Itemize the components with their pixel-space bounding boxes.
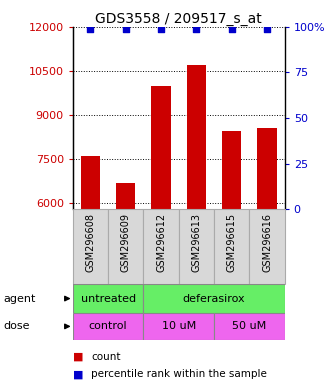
Bar — [249, 209, 285, 284]
Bar — [214, 313, 285, 340]
Bar — [222, 131, 241, 209]
Bar — [187, 65, 206, 209]
Bar — [81, 156, 100, 209]
Text: dose: dose — [3, 321, 30, 331]
Bar — [73, 313, 143, 340]
Text: GSM296613: GSM296613 — [191, 213, 201, 272]
Text: GSM296612: GSM296612 — [156, 213, 166, 272]
Text: ■: ■ — [73, 369, 83, 379]
Text: deferasirox: deferasirox — [183, 293, 245, 304]
Text: untreated: untreated — [80, 293, 136, 304]
Text: GSM296608: GSM296608 — [85, 213, 95, 272]
Text: agent: agent — [3, 293, 36, 304]
Text: control: control — [89, 321, 127, 331]
Bar — [143, 284, 285, 313]
Text: count: count — [91, 352, 120, 362]
Text: ■: ■ — [73, 352, 83, 362]
Point — [123, 26, 128, 32]
Bar — [179, 209, 214, 284]
Bar — [143, 313, 214, 340]
Title: GDS3558 / 209517_s_at: GDS3558 / 209517_s_at — [95, 12, 262, 26]
Point — [88, 26, 93, 32]
Point — [264, 26, 270, 32]
Text: GSM296615: GSM296615 — [227, 213, 237, 272]
Bar — [151, 86, 171, 209]
Bar — [73, 284, 143, 313]
Text: percentile rank within the sample: percentile rank within the sample — [91, 369, 267, 379]
Bar — [116, 183, 135, 209]
Text: 10 uM: 10 uM — [162, 321, 196, 331]
Bar — [143, 209, 179, 284]
Bar — [257, 128, 277, 209]
Bar — [214, 209, 249, 284]
Bar — [73, 209, 108, 284]
Point — [159, 26, 164, 32]
Text: GSM296609: GSM296609 — [121, 213, 131, 272]
Bar — [108, 209, 143, 284]
Point — [229, 26, 234, 32]
Point — [194, 26, 199, 32]
Text: GSM296616: GSM296616 — [262, 213, 272, 272]
Text: 50 uM: 50 uM — [232, 321, 266, 331]
